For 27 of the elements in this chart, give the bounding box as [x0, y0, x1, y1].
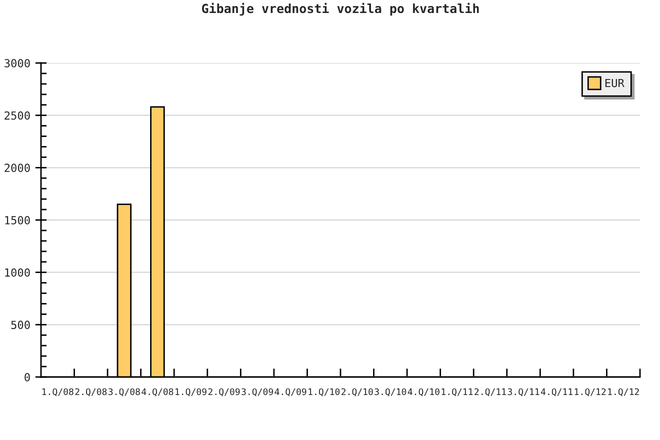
chart-title: Gibanje vrednosti vozila po kvartalih	[202, 2, 479, 16]
x-tick-label: 1.Q/12	[608, 388, 639, 396]
x-tick-label: 4.Q/09	[274, 388, 306, 396]
x-tick-label: 1.Q/12	[574, 388, 606, 396]
x-tick-label: 2.Q/08	[75, 388, 107, 396]
y-tick-label: 2500	[4, 111, 30, 120]
y-tick-label: 500	[11, 320, 30, 330]
x-tick-label: 3.Q/08	[108, 388, 140, 396]
x-tick-label: 1.Q/10	[308, 388, 340, 396]
legend-label: EUR	[605, 78, 624, 88]
x-tick-label: 1.Q/11	[442, 388, 473, 396]
x-tick-label: 2.Q/10	[342, 388, 373, 396]
y-tick-label: 0	[24, 373, 30, 382]
y-tick-label: 1000	[5, 268, 30, 277]
y-tick-label: 2000	[4, 164, 30, 172]
x-tick-label: 1.Q/08	[42, 388, 74, 396]
y-tick-label: 1500	[5, 216, 30, 224]
x-tick-label: 2.Q/11	[474, 388, 506, 396]
y-tick-label: 3000	[4, 59, 30, 68]
x-tick-label: 2.Q/09	[208, 388, 240, 396]
x-tick-label: 3.Q/11	[508, 388, 540, 396]
x-tick-label: 4.Q/11	[540, 388, 572, 396]
x-tick-label: 3.Q/10	[374, 388, 406, 396]
x-tick-label: 1.Q/09	[176, 388, 206, 396]
x-tick-label: 3.Q/09	[242, 388, 273, 396]
x-tick-label: 4.Q/08	[142, 388, 174, 396]
x-tick-label: 4.Q/10	[408, 388, 440, 396]
